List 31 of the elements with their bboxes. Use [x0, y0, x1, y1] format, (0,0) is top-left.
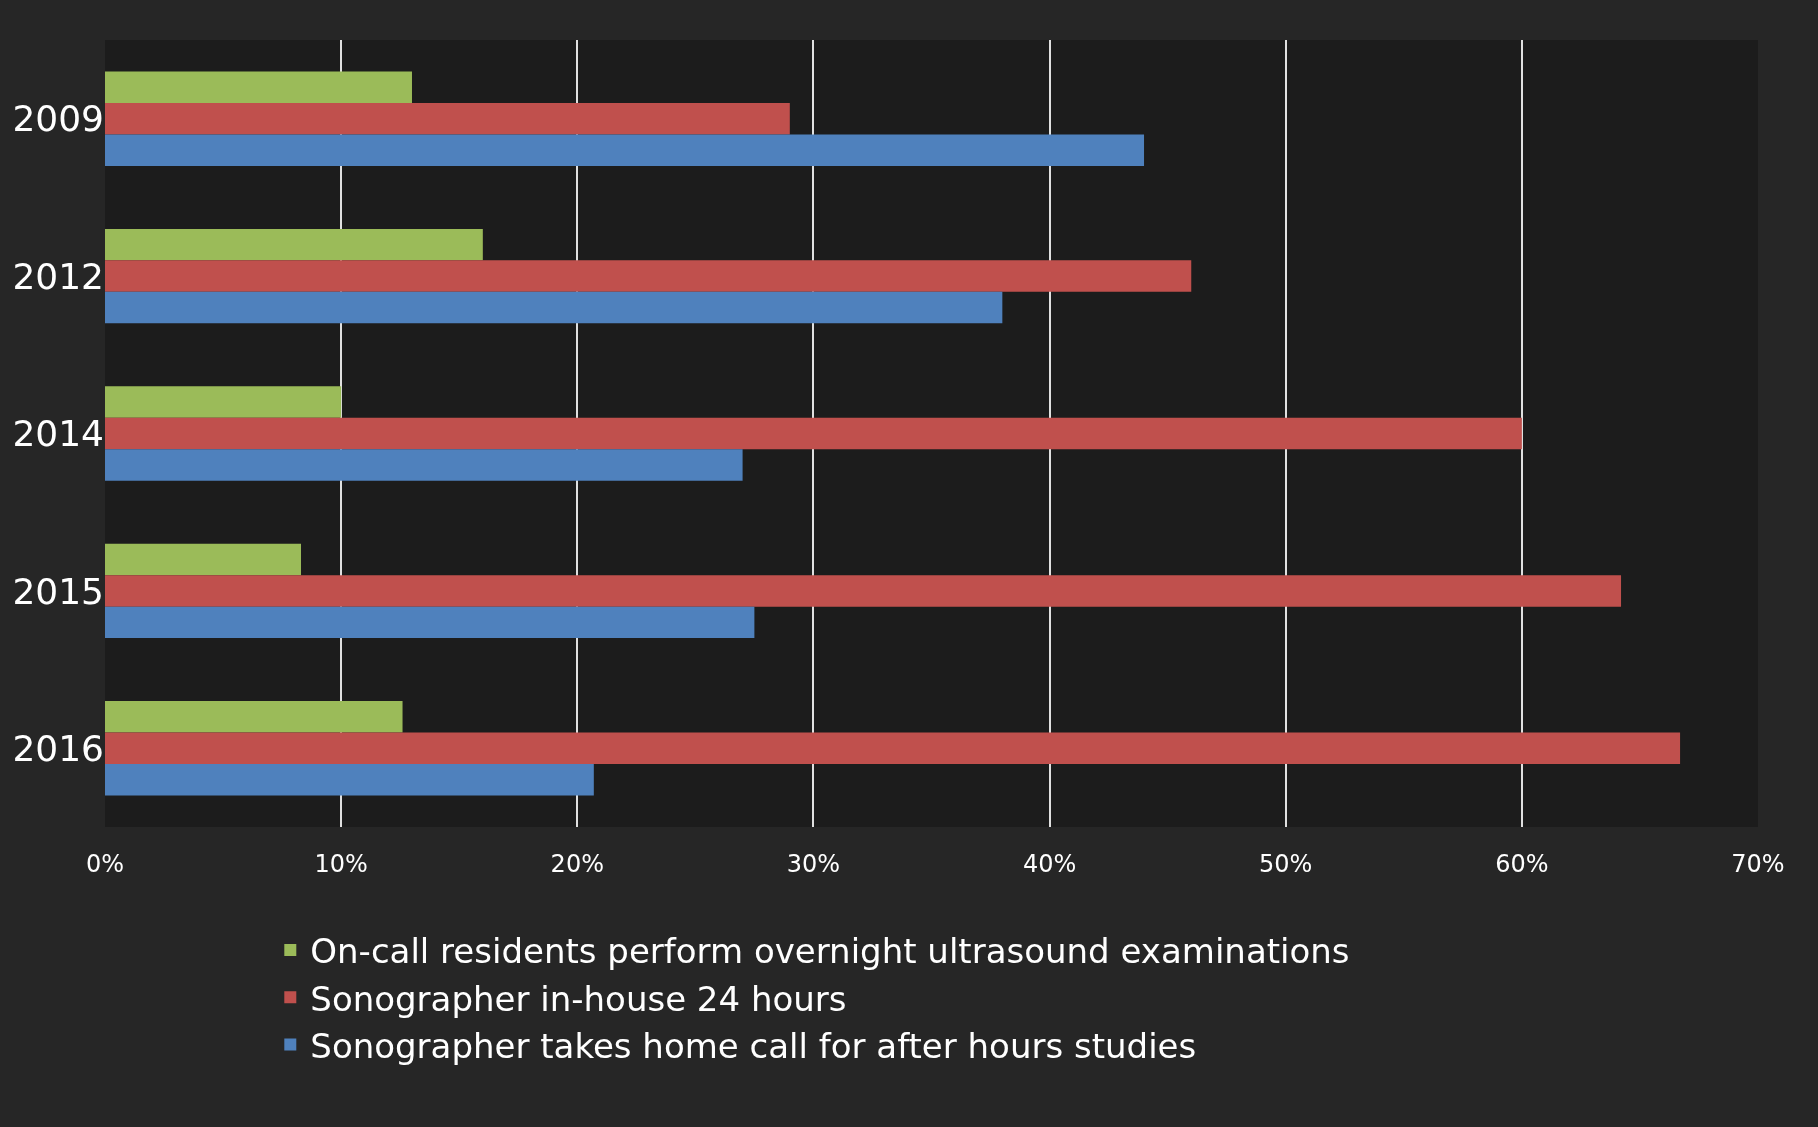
legend-label: Sonographer in-house 24 hours [310, 978, 847, 1019]
bar [105, 417, 1522, 450]
y-tick-label: 2015 [12, 570, 104, 612]
x-tick-label: 50% [1259, 850, 1313, 878]
legend-label: Sonographer takes home call for after hours studies [310, 1025, 1197, 1066]
bar [105, 71, 412, 103]
bar [105, 291, 1003, 324]
bar [105, 260, 1192, 292]
bar [105, 449, 743, 481]
x-tick-label: 40% [1022, 850, 1077, 878]
bar [105, 764, 594, 796]
y-tick-label: 2012 [12, 255, 104, 297]
bar [105, 606, 755, 639]
y-tick-label: 2014 [12, 413, 104, 455]
x-tick-label: 70% [1731, 850, 1785, 878]
x-tick-label: 60% [1495, 850, 1549, 878]
y-tick-label: 2016 [12, 727, 104, 769]
x-tick-label: 30% [786, 850, 841, 878]
bar [105, 575, 1622, 607]
bar [105, 228, 483, 261]
bar [105, 701, 403, 733]
legend-label: On-call residents perform overnight ultrasound examinations [310, 931, 1350, 972]
bar [105, 732, 1681, 765]
x-tick-label: 0% [85, 850, 125, 878]
bar [105, 386, 342, 418]
x-tick-label: 20% [550, 850, 604, 878]
bar [105, 134, 1145, 166]
y-tick-label: 2009 [12, 98, 104, 140]
bar [105, 543, 301, 576]
x-tick-label: 10% [314, 850, 368, 878]
bar [105, 102, 790, 135]
